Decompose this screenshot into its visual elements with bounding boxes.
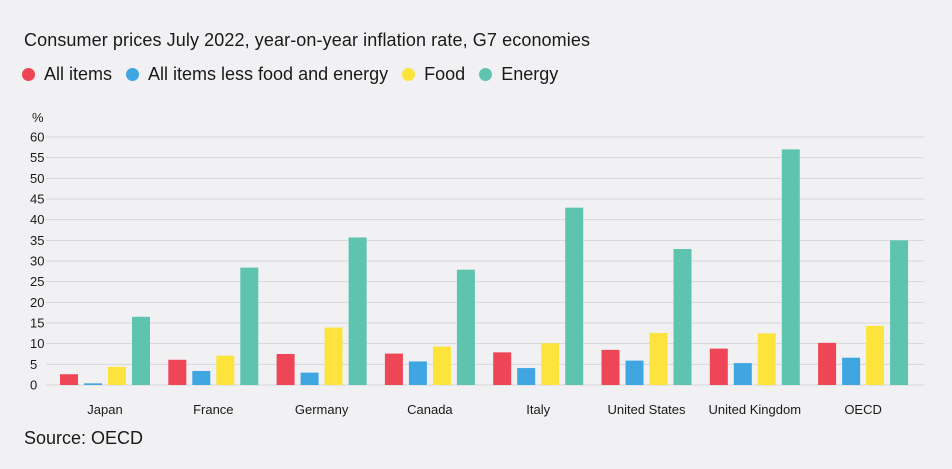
bar [517,368,536,385]
bar [324,327,343,385]
y-tick-label: 60 [30,130,44,145]
legend-swatch [402,68,416,81]
bar [432,346,451,385]
x-tick-label: France [193,402,233,417]
bar [890,240,909,385]
x-tick-label: Germany [295,402,349,417]
y-tick-label: 35 [30,233,44,248]
y-tick-label: 45 [30,192,44,207]
bar [276,354,295,385]
y-tick-label: 50 [30,171,44,186]
x-tick-label: United States [607,402,686,417]
bar [649,332,668,385]
bar [348,237,367,385]
y-tick-label: 15 [30,316,44,331]
bar [384,353,403,385]
legend-item-all-items: All items [22,64,112,85]
bar [60,374,78,385]
bar [818,342,837,385]
bar [733,363,752,385]
bar [625,360,644,385]
y-tick-label: 40 [30,212,44,227]
bar [168,359,187,385]
y-axis-unit: % [32,110,44,125]
y-tick-label: 25 [30,274,44,289]
bar [192,370,211,385]
bar [757,333,776,385]
y-axis: 0 5 10 15 20 25 30 35 40 45 50 55 60% [30,110,44,393]
bar [300,372,319,385]
x-tick-label: OECD [844,402,882,417]
legend: All items All items less food and energy… [22,64,572,85]
bars [60,149,909,385]
gridlines [46,136,924,386]
bar [84,383,102,385]
legend-label: All items [44,64,113,84]
y-tick-label: 30 [30,254,44,269]
bar [132,316,150,385]
bar [240,267,259,385]
y-tick-label: 10 [30,336,44,351]
legend-label: All items less food and energy [148,64,389,84]
y-tick-label: 5 [30,357,37,372]
x-tick-label: United Kingdom [709,402,802,417]
bar [866,325,885,385]
bar [673,249,692,385]
bar [842,357,861,385]
legend-label: Food [424,64,466,84]
legend-item-food: Food [402,64,465,85]
legend-swatch [126,68,140,81]
source-note: Source: OECD [24,428,144,448]
y-tick-label: 55 [30,150,44,165]
bar [456,269,475,385]
bar [709,348,728,385]
legend-item-energy: Energy [479,64,558,85]
bar [493,352,512,385]
legend-swatch [22,68,35,81]
bar [565,207,584,385]
legend-swatch [479,68,493,81]
bar [408,361,427,385]
y-tick-label: 0 [30,378,37,393]
bar [601,349,620,385]
legend-label: Energy [501,64,559,84]
x-tick-label: Italy [526,402,550,417]
x-tick-label: Japan [87,402,122,417]
x-tick-label: Canada [407,402,453,417]
bar [541,343,560,385]
chart-title: Consumer prices July 2022, year-on-year … [24,30,591,50]
legend-item-core: All items less food and energy [126,64,388,85]
y-tick-label: 20 [30,295,44,310]
bar [216,355,235,385]
bar [781,149,800,385]
bar [108,366,126,385]
x-axis: Japan France Germany Canada Italy United Stat… [87,402,882,417]
